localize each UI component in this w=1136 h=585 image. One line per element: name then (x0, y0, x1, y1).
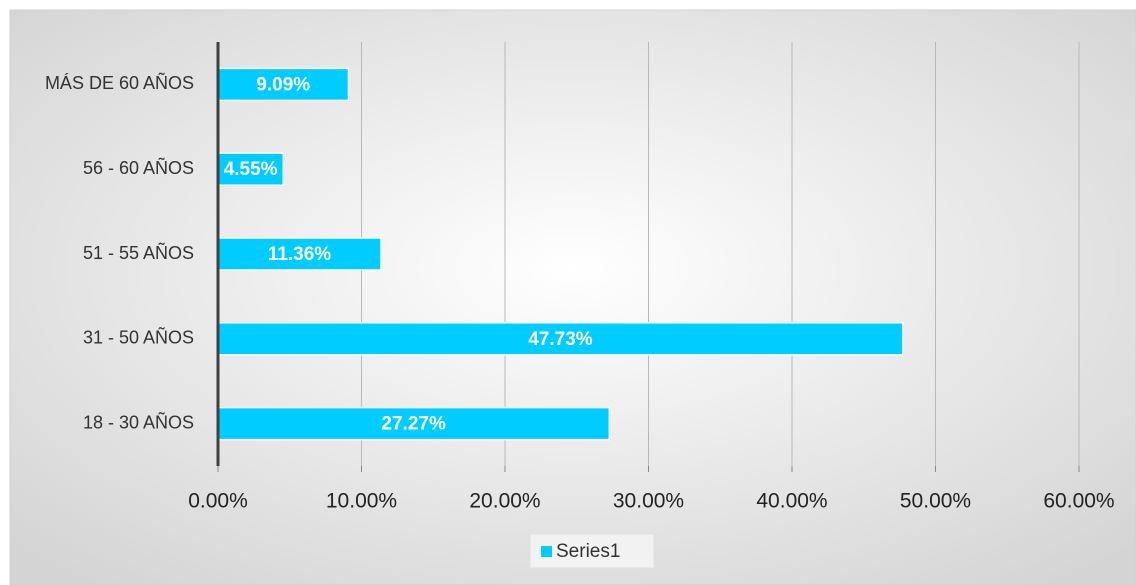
x-tick-label: 60.00% (1043, 490, 1114, 513)
legend-swatch (541, 546, 552, 557)
y-tick-label: MÁS DE 60 AÑOS (45, 72, 194, 93)
chart-background (9, 9, 1136, 585)
data-label: 11.36% (268, 244, 331, 265)
x-tick-label: 40.00% (756, 490, 827, 513)
bar (217, 237, 382, 271)
x-tick-label: 0.00% (188, 490, 248, 513)
x-tick-label: 30.00% (613, 490, 684, 513)
y-tick-label: 51 - 55 AÑOS (83, 242, 194, 263)
legend-label: Series1 (556, 541, 620, 562)
bar (217, 67, 350, 102)
y-tick-label: 31 - 50 AÑOS (83, 327, 194, 348)
x-tick-label: 10.00% (326, 490, 397, 513)
data-label: 4.55% (224, 159, 278, 180)
x-tick-label: 50.00% (900, 490, 971, 513)
data-label: 9.09% (256, 74, 310, 95)
data-label: 27.27% (381, 414, 446, 435)
data-label: 47.73% (528, 329, 593, 350)
x-tick-label: 20.00% (469, 490, 540, 513)
bar (217, 152, 285, 186)
bar (217, 322, 904, 356)
y-tick-label: 18 - 30 AÑOS (83, 411, 194, 432)
bar (217, 406, 611, 441)
y-tick-label: 56 - 60 AÑOS (83, 157, 194, 178)
